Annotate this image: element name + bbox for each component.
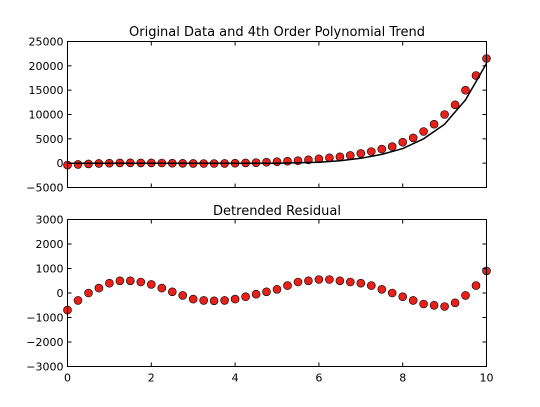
residual-plot-title: Detrended Residual	[213, 204, 341, 219]
residual-data-point	[147, 280, 156, 289]
residual-data-point	[178, 291, 187, 300]
residual-data-point	[377, 284, 387, 294]
residual-data-point	[419, 299, 428, 309]
trend-data-point	[450, 100, 460, 110]
residual-y-tick-label: 0	[57, 287, 64, 300]
trend-data-point	[366, 147, 376, 156]
residual-data-point	[461, 291, 470, 300]
residual-data-point	[272, 284, 282, 294]
residual-x-tick-label: 10	[480, 372, 494, 385]
residual-x-tick-label: 6	[315, 372, 322, 385]
residual-data-point	[157, 283, 167, 293]
residual-y-tick-label: −1000	[26, 312, 63, 325]
residual-data-point	[293, 277, 303, 287]
residual-data-point	[188, 294, 198, 304]
trend-data-point	[283, 156, 292, 166]
residual-data-point	[84, 288, 93, 298]
trend-data-point	[440, 110, 449, 119]
residual-x-tick-label: 2	[148, 372, 155, 385]
residual-data-point	[230, 294, 240, 304]
residual-y-tick-label: 2000	[36, 238, 64, 251]
residual-plot-marks	[63, 266, 491, 315]
residual-data-point	[429, 300, 439, 310]
residual-data-point	[209, 296, 219, 306]
residual-y-tick-label: −3000	[26, 361, 63, 374]
residual-y-tick-label: 1000	[36, 263, 64, 276]
residual-data-point	[251, 289, 261, 299]
residual-data-point	[345, 277, 355, 287]
trend-y-tick-label: 15000	[29, 84, 64, 97]
residual-data-point	[199, 296, 208, 305]
residual-data-point	[115, 276, 125, 286]
residual-data-point	[241, 292, 250, 302]
residual-data-point	[366, 281, 376, 290]
residual-data-point	[471, 281, 481, 290]
residual-data-point	[283, 281, 292, 290]
residual-x-tick-label: 4	[232, 372, 239, 385]
residual-data-point	[105, 278, 114, 288]
residual-x-tick-label: 0	[64, 372, 71, 385]
trend-y-tick-label: 10000	[29, 109, 64, 122]
residual-y-tick-label: 3000	[36, 214, 64, 227]
trend-data-point	[73, 160, 83, 169]
trend-y-tick-label: −5000	[26, 182, 63, 195]
trend-data-point	[335, 152, 345, 162]
residual-data-point	[398, 292, 408, 302]
trend-y-tick-label: 25000	[29, 36, 64, 49]
residual-y-tick-label: −2000	[26, 336, 63, 349]
trend-plot-marks	[63, 54, 491, 170]
residual-data-point	[304, 276, 313, 286]
residual-data-point	[168, 287, 177, 297]
residual-x-tick-label: 8	[399, 372, 406, 385]
residual-data-point	[126, 276, 135, 286]
residual-data-point	[440, 302, 449, 311]
trend-data-point	[419, 127, 428, 136]
trend-data-point	[345, 151, 355, 160]
residual-data-point	[325, 275, 334, 284]
trend-y-tick-label: 5000	[36, 133, 64, 146]
residual-data-point	[94, 283, 104, 293]
residual-data-point	[450, 298, 460, 308]
trend-data-point	[408, 133, 418, 143]
residual-data-point	[408, 296, 418, 305]
trend-data-point	[272, 157, 282, 166]
residual-plot-ticks: −3000 −2000 −1000 0 1000 2000 3000 0 2 4 6 8 10	[26, 214, 493, 385]
residual-plot-panel: Detrended Residual −3000 −2000 −1000 0 1000 2…	[26, 204, 493, 385]
trend-data-point	[461, 85, 470, 95]
trend-plot-panel: Original Data and 4th Order Polynomial T…	[26, 25, 491, 195]
residual-data-point	[335, 276, 345, 286]
residual-data-point	[262, 287, 271, 297]
trend-data-point	[429, 119, 439, 129]
residual-data-point	[220, 296, 229, 305]
trend-data-point	[398, 137, 408, 147]
residual-data-point	[356, 278, 366, 288]
trend-plot-ticks: −5000 0 5000 10000 15000 20000 25000	[26, 36, 487, 195]
trend-plot-title: Original Data and 4th Order Polynomial T…	[129, 25, 425, 40]
residual-data-point	[314, 275, 324, 284]
trend-trend-line	[67, 63, 488, 164]
residual-data-point	[73, 296, 83, 305]
trend-y-tick-label: 0	[57, 157, 64, 170]
residual-data-point	[387, 288, 397, 298]
residual-data-point	[136, 277, 146, 287]
trend-y-tick-label: 20000	[29, 60, 64, 73]
trend-data-point	[356, 149, 366, 158]
trend-data-point	[377, 144, 387, 154]
trend-data-point	[262, 157, 271, 167]
trend-data-point	[387, 142, 397, 151]
